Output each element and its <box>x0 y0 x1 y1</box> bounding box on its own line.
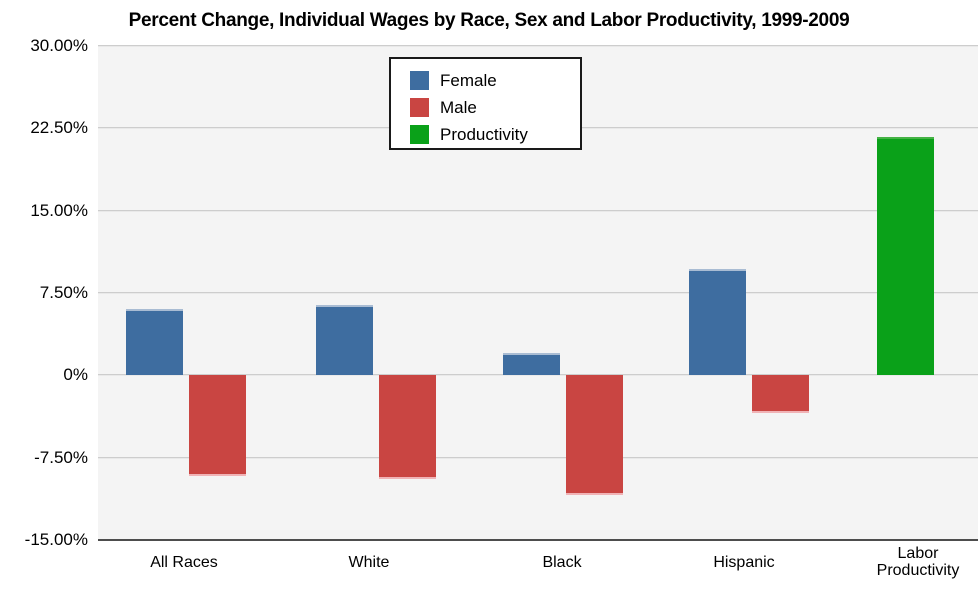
bar-cap <box>503 353 560 356</box>
x-tick-label-all-races: All Races <box>150 553 218 571</box>
y-tick-label: -7.50% <box>34 447 88 467</box>
y-tick-label: -15.00% <box>24 530 88 549</box>
legend-swatch-productivity <box>410 125 429 144</box>
bar-cap <box>877 137 934 140</box>
bar-female-white <box>316 305 373 376</box>
bar-cap <box>126 309 183 312</box>
y-tick-label: 15.00% <box>30 200 88 220</box>
x-tick-label-hispanic: Hispanic <box>713 553 775 571</box>
bar-cap <box>379 476 436 479</box>
bar-male-all-races <box>189 375 246 477</box>
x-tick-label-white: White <box>348 553 390 571</box>
y-tick-label: 22.50% <box>30 118 88 138</box>
bar-cap <box>189 474 246 477</box>
legend-item-female: Female <box>410 68 580 93</box>
bar-cap <box>689 268 746 271</box>
bar-male-black <box>566 375 623 495</box>
legend-label: Productivity <box>440 125 528 144</box>
gridline <box>98 456 978 458</box>
bar-female-hispanic <box>689 268 746 376</box>
legend-label: Male <box>440 98 477 117</box>
bar-female-all-races <box>126 309 183 376</box>
bar-cap <box>316 305 373 308</box>
bar-productivity-labor-productivity <box>877 137 934 376</box>
gridline <box>98 292 978 293</box>
legend-item-productivity: Productivity <box>410 122 580 147</box>
gridline <box>98 45 978 46</box>
x-axis-line <box>98 539 978 541</box>
gridline <box>98 209 978 211</box>
x-tick-label-black: Black <box>542 553 582 571</box>
y-tick-label: 7.50% <box>39 283 88 302</box>
y-tick-label: 0% <box>63 365 88 385</box>
legend-label: Female <box>440 71 497 90</box>
bar-cap <box>566 492 623 495</box>
legend-item-male: Male <box>410 95 580 120</box>
chart-title: Percent Change, Individual Wages by Race… <box>128 10 850 31</box>
legend-swatch-female <box>410 71 429 90</box>
bar-cap <box>752 410 809 413</box>
y-tick-label: 30.00% <box>30 36 88 55</box>
bar-female-black <box>503 353 560 376</box>
bar-male-hispanic <box>752 375 809 413</box>
legend: Female Male Productivity <box>389 57 582 150</box>
bar-male-white <box>379 375 436 479</box>
x-tick-label-labor-productivity: Labor Productivity <box>876 545 960 579</box>
legend-swatch-male <box>410 98 429 117</box>
